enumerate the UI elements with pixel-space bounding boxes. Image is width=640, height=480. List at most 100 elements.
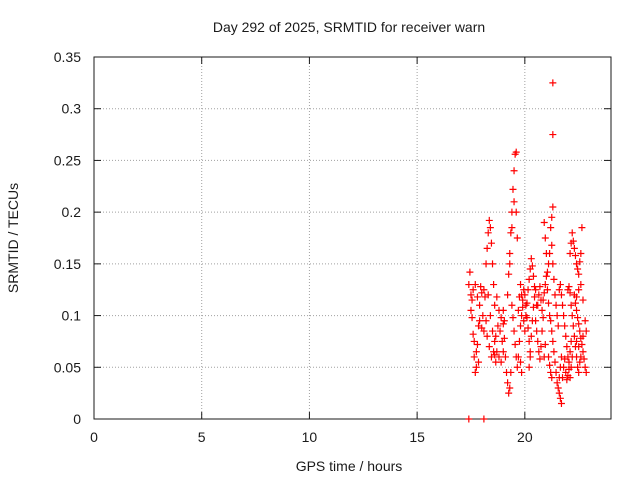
data-point: [527, 332, 535, 340]
data-point: [471, 368, 479, 376]
data-point: [492, 332, 500, 340]
data-point: [504, 379, 512, 387]
data-point: [478, 324, 486, 332]
y-tick-label: 0.2: [62, 204, 82, 220]
data-point: [492, 358, 500, 366]
y-tick-label: 0.25: [54, 152, 81, 168]
data-point: [486, 312, 494, 320]
data-point: [570, 244, 578, 252]
data-point: [466, 268, 474, 276]
data-point: [566, 289, 574, 297]
data-point: [511, 341, 519, 349]
data-point: [476, 317, 484, 325]
data-point: [557, 291, 565, 299]
data-point: [507, 368, 515, 376]
data-point: [565, 358, 573, 366]
data-point: [495, 353, 503, 361]
data-point: [546, 361, 554, 369]
data-point: [509, 185, 517, 193]
data-point: [571, 252, 579, 260]
data-point: [557, 399, 565, 407]
data-point: [467, 306, 475, 314]
data-point: [521, 327, 529, 335]
data-point: [504, 291, 512, 299]
data-point: [515, 337, 523, 345]
data-point: [577, 353, 585, 361]
data-point: [489, 327, 497, 335]
data-point: [501, 353, 509, 361]
data-point: [547, 368, 555, 376]
data-point: [547, 224, 555, 232]
data-point: [552, 301, 560, 309]
data-point: [549, 337, 557, 345]
data-point: [539, 314, 547, 322]
data-point: [540, 353, 548, 361]
data-point: [467, 291, 475, 299]
data-point: [489, 260, 497, 268]
data-point: [513, 234, 521, 242]
data-point: [506, 250, 514, 258]
data-point: [553, 312, 561, 320]
x-tick-label: 10: [302, 429, 318, 445]
data-point: [507, 229, 515, 237]
data-point: [525, 337, 533, 345]
data-point: [577, 250, 585, 258]
data-point: [568, 312, 576, 320]
data-point: [493, 293, 501, 301]
data-point: [575, 320, 583, 328]
data-point: [485, 216, 493, 224]
data-point: [573, 337, 581, 345]
data-point: [538, 327, 546, 335]
data-point: [559, 374, 567, 382]
data-point: [555, 389, 563, 397]
data-point: [531, 293, 539, 301]
data-point: [468, 296, 476, 304]
plot-frame: [93, 56, 612, 420]
data-point: [548, 374, 556, 382]
data-point: [505, 389, 513, 397]
data-point: [500, 334, 508, 342]
data-point: [579, 332, 587, 340]
data-point: [534, 301, 542, 309]
data-point: [477, 283, 485, 291]
data-point: [532, 317, 540, 325]
data-point: [549, 203, 557, 211]
chart-title: Day 292 of 2025, SRMTID for receiver war…: [213, 19, 485, 35]
data-point: [491, 301, 499, 309]
data-point: [541, 234, 549, 242]
data-point: [559, 301, 567, 309]
y-axis-label: SRMTID / TECUs: [5, 183, 21, 293]
data-point: [576, 258, 584, 266]
data-point: [523, 314, 531, 322]
data-point: [469, 286, 477, 294]
data-point: [561, 355, 569, 363]
data-point: [525, 363, 533, 371]
data-point: [497, 314, 505, 322]
data-point: [517, 358, 525, 366]
data-point: [529, 272, 537, 280]
data-point: [520, 317, 528, 325]
data-point: [525, 275, 533, 283]
x-tick-label: 0: [90, 429, 98, 445]
x-tick-label: 15: [409, 429, 425, 445]
data-point: [555, 286, 563, 294]
data-point: [546, 312, 554, 320]
data-point: [548, 213, 556, 221]
data-point: [510, 167, 518, 175]
data-point: [465, 415, 473, 423]
data-point: [543, 268, 551, 276]
data-point: [556, 394, 564, 402]
data-point: [575, 343, 583, 351]
data-point: [473, 341, 481, 349]
data-point: [468, 314, 476, 322]
data-point: [582, 327, 590, 335]
data-point: [550, 348, 558, 356]
data-point: [506, 384, 514, 392]
data-point: [519, 296, 527, 304]
data-point: [542, 250, 550, 258]
data-point: [548, 241, 556, 249]
data-point: [549, 131, 557, 139]
data-point: [506, 260, 514, 268]
data-point: [542, 272, 550, 280]
